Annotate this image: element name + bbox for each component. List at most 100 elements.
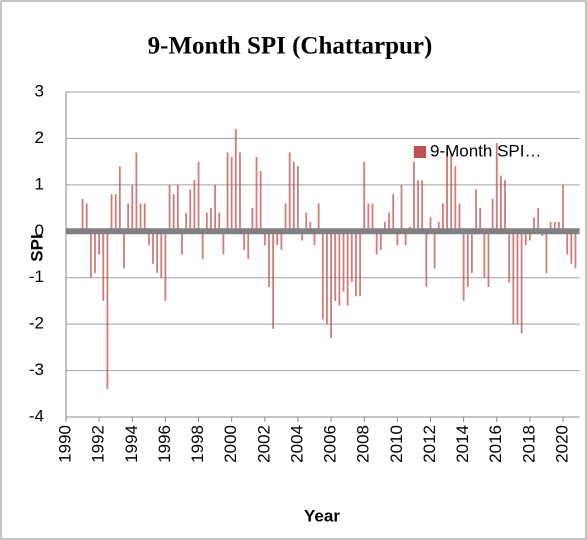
bar [243,231,246,250]
bar [305,212,308,232]
bar [123,231,125,269]
bar [321,231,324,320]
y-tick-label: -4 [29,406,44,425]
bar [479,208,482,232]
y-tick-label: 0 [35,221,44,240]
bar [102,231,105,301]
x-tick-label: 2020 [553,425,572,463]
bar [222,231,225,255]
bar [255,157,258,232]
x-tick-label: 1992 [89,425,108,463]
bar [81,198,84,232]
x-tick-label: 2008 [354,425,373,463]
bar [491,198,494,232]
legend-swatch [414,146,426,158]
bar [524,231,527,246]
bar [330,231,332,339]
bar [392,194,395,232]
bar [259,170,262,232]
bar [462,231,465,301]
bar [139,203,142,232]
bar [176,184,179,232]
y-tick-label: -3 [29,360,44,379]
bar [495,143,498,232]
x-tick-label: 1996 [155,425,174,463]
bar [516,231,519,325]
bar [172,194,175,232]
y-tick-label: 1 [35,174,44,193]
x-tick-label: 1994 [122,425,141,463]
bar [363,161,366,232]
bar [400,184,403,232]
y-tick-label: 2 [35,128,44,147]
bar [371,203,374,232]
bar [384,222,386,232]
bar [458,203,461,232]
bar [313,231,316,246]
bar [276,231,279,246]
bar [454,166,457,232]
bar [487,231,490,287]
bar [483,231,486,278]
bar [309,222,312,232]
x-tick-label: 1998 [188,425,207,463]
x-tick-label: 2012 [420,425,439,463]
bar [421,180,424,232]
bar [413,161,415,232]
bar [197,161,200,232]
bar [533,217,535,232]
bar [346,231,349,306]
bar [508,231,511,283]
bar [85,203,88,232]
bar [326,231,328,325]
bar [566,231,569,255]
bar [284,203,287,232]
bar [500,175,502,232]
bar [185,212,188,232]
y-tick-label: 3 [35,81,44,100]
bar [537,208,540,232]
bar [350,231,353,283]
bar [446,147,448,232]
bar [375,231,378,255]
bar [143,203,146,232]
bar [218,212,221,232]
bar [520,231,523,334]
bar [189,189,192,232]
bar [317,203,320,232]
bar [417,180,419,232]
bar [164,231,167,301]
bar [549,222,552,232]
bar [570,231,573,264]
bar [98,231,101,255]
bar [437,222,440,232]
bar [433,231,436,269]
bar [152,231,154,264]
bar [367,203,370,232]
y-tick-label: -1 [29,267,44,286]
bar [106,231,109,390]
bar [239,152,241,232]
bar [466,231,469,287]
y-tick-label: -2 [29,314,44,333]
bar [355,231,357,297]
bar [379,231,382,250]
bar [272,231,274,329]
bar [553,222,556,232]
bar [131,184,134,232]
bar [268,231,270,287]
bar [280,231,283,250]
bar [135,152,138,232]
bar [160,231,163,278]
bar [404,231,407,246]
bar [110,194,113,232]
x-tick-label: 2016 [486,425,505,463]
bar [396,231,399,246]
bar [297,166,299,232]
bar [181,231,183,255]
bar [557,222,560,232]
bar [471,231,473,274]
bar [214,184,217,232]
bar [210,208,212,232]
